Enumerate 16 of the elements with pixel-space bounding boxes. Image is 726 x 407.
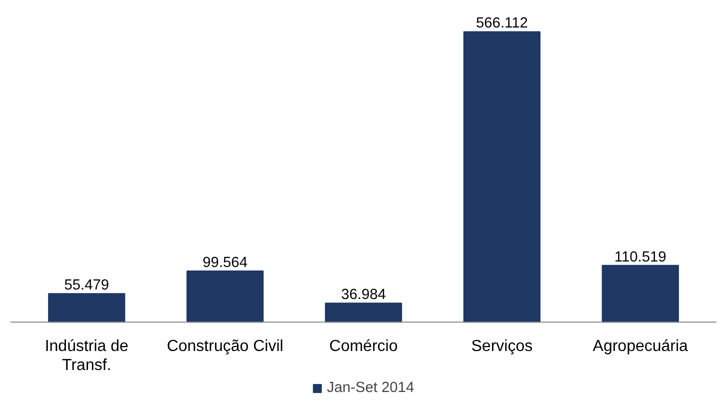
bar <box>602 264 679 323</box>
bar <box>186 270 264 323</box>
x-tick-label: Serviços <box>471 338 533 356</box>
x-tick-label: Construção Civil <box>166 338 284 356</box>
data-label: 566.112 <box>476 16 528 32</box>
data-label: 55.479 <box>64 278 110 294</box>
data-label: 99.564 <box>202 255 248 272</box>
bar <box>48 293 126 323</box>
data-label: 36.984 <box>341 287 386 304</box>
x-tick-label: Indústria de Transf. <box>44 338 129 374</box>
legend-label: Jan-Set 2014 <box>326 380 414 396</box>
data-label: 110.519 <box>614 249 666 266</box>
x-tick-label: Agropecuária <box>592 338 688 356</box>
x-tick-label: Comércio <box>329 338 398 356</box>
bar <box>324 302 402 323</box>
bar <box>463 31 540 323</box>
